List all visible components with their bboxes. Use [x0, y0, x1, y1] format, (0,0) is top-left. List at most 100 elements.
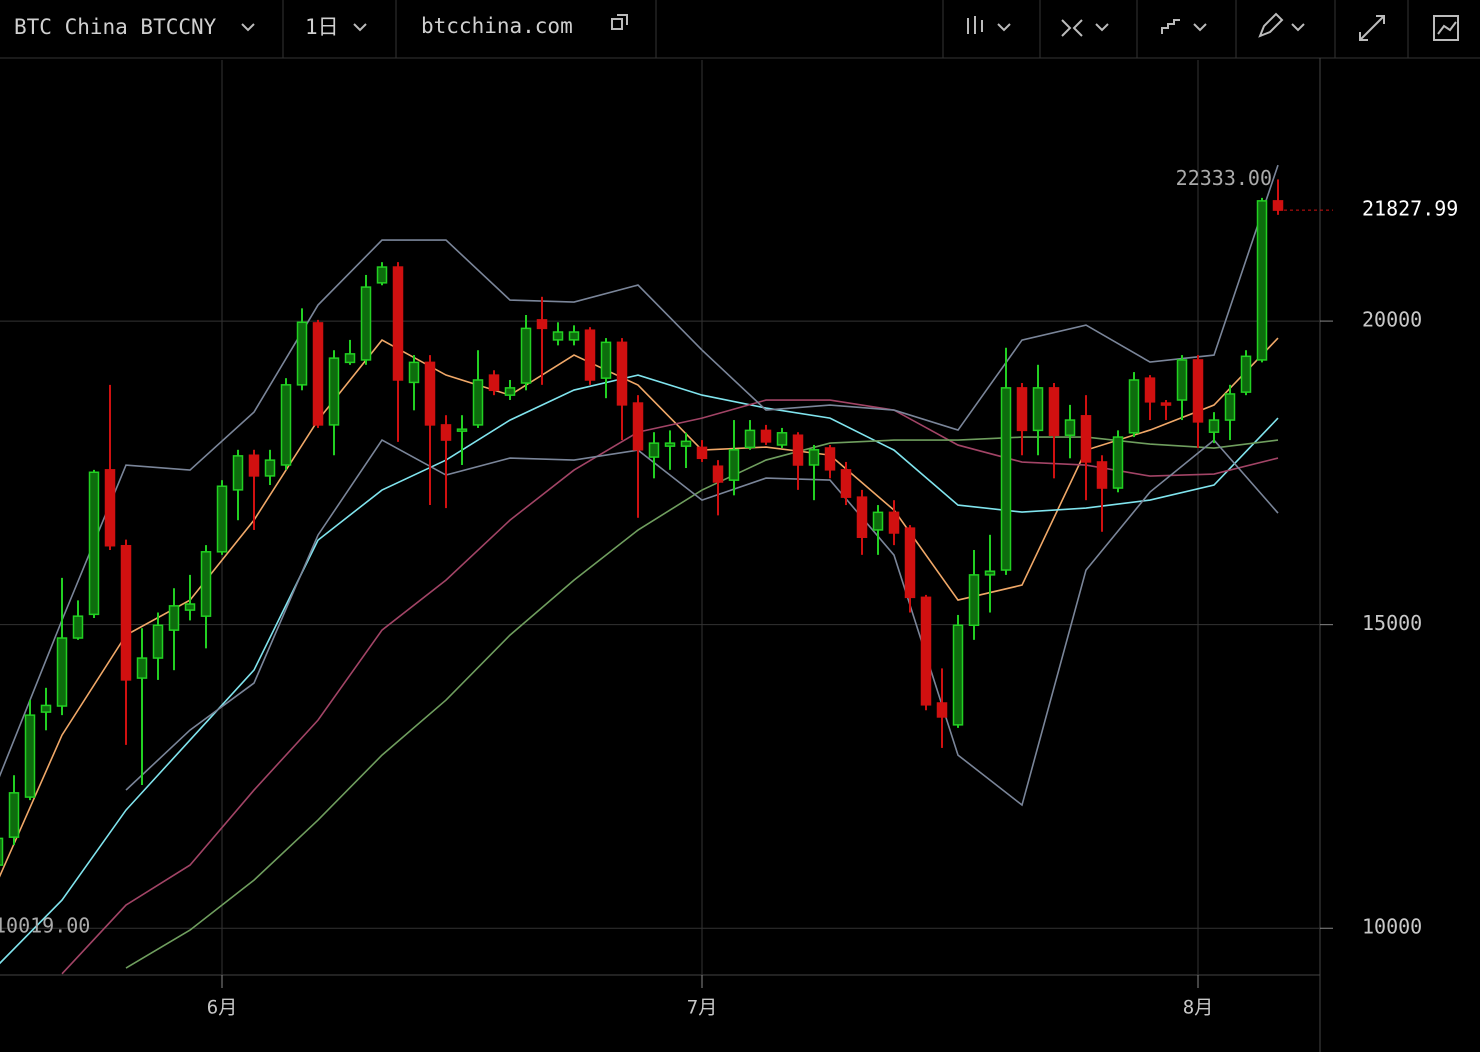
- y-tick-label: 10000: [1362, 915, 1422, 939]
- candle-body: [488, 374, 500, 392]
- candle-body: [856, 496, 868, 538]
- y-tick-label: 20000: [1362, 308, 1422, 332]
- candle-body: [360, 286, 372, 361]
- candle-body: [56, 637, 68, 707]
- candle-body: [376, 266, 388, 284]
- candle-body: [216, 485, 228, 553]
- symbol-selector[interactable]: BTC China BTCCNY: [14, 15, 217, 39]
- candle-body: [1000, 387, 1012, 571]
- series-layer: [0, 60, 1320, 975]
- candle-body: [632, 402, 644, 451]
- candle-body: [760, 429, 772, 443]
- site-link[interactable]: btcchina.com: [421, 14, 573, 38]
- chevron: [353, 23, 367, 32]
- candle-body: [904, 527, 916, 599]
- candle-body: [40, 704, 52, 713]
- last-price-label: 21827.99: [1362, 197, 1458, 221]
- candle-body: [808, 449, 820, 466]
- candle-body: [328, 357, 340, 426]
- candle-body: [1048, 387, 1060, 436]
- candle-body: [1224, 393, 1236, 421]
- indicator-line: [125, 438, 1279, 807]
- candle-body: [888, 511, 900, 534]
- candle-body: [1080, 415, 1092, 463]
- candle-body: [1240, 355, 1252, 393]
- extreme-label: 10019.00: [0, 914, 90, 938]
- indicator-line: [0, 337, 1279, 878]
- x-tick-label: 8月: [1183, 997, 1213, 1019]
- candle-body: [664, 442, 676, 447]
- interval-selector[interactable]: 1日: [305, 15, 339, 39]
- candle-body: [184, 603, 196, 611]
- toolbar: BTC China BTCCNY 1日 btcchina.com: [0, 0, 1480, 59]
- candle-body: [728, 449, 740, 481]
- candle-body: [1192, 359, 1204, 423]
- candle-body: [552, 331, 564, 341]
- x-tick-label: 6月: [207, 997, 237, 1019]
- candle-body: [248, 454, 260, 477]
- candle-body: [1272, 200, 1284, 211]
- candle-body: [472, 379, 484, 426]
- candle-body: [136, 657, 148, 679]
- candle-body: [8, 792, 20, 838]
- candle-body: [568, 331, 580, 341]
- candle-body: [616, 341, 628, 406]
- candle-body: [776, 432, 788, 446]
- drawing-button[interactable]: [1258, 12, 1305, 38]
- candle-body: [232, 455, 244, 491]
- candle-body: [696, 446, 708, 460]
- candle-body: [408, 361, 420, 384]
- candle-body: [264, 459, 276, 477]
- candle-body: [952, 624, 964, 726]
- y-tick-label: 15000: [1362, 611, 1422, 635]
- candle-body: [24, 714, 36, 798]
- candle-body: [984, 570, 996, 576]
- chevron: [241, 23, 255, 32]
- candle-body: [792, 434, 804, 466]
- toolbar-bg: [0, 0, 1480, 58]
- extreme-label: 22333.00: [1176, 166, 1272, 190]
- candle-body: [520, 327, 532, 384]
- compare-button[interactable]: [1161, 19, 1207, 34]
- indicator-line: [0, 374, 1279, 965]
- candle-body: [1160, 402, 1172, 406]
- candle-body: [872, 511, 884, 531]
- indicators-button[interactable]: [1061, 19, 1109, 37]
- candle-body: [1256, 200, 1268, 361]
- candle-body: [104, 469, 116, 547]
- candle-body: [120, 544, 132, 681]
- candle-body: [1144, 377, 1156, 403]
- candle-body: [744, 429, 756, 449]
- external-icon: [611, 18, 623, 30]
- x-tick-label: 7月: [687, 997, 717, 1019]
- candle-body: [600, 341, 612, 379]
- candle-body: [296, 321, 308, 386]
- indicator-line: [61, 399, 1279, 975]
- candle-body: [1096, 461, 1108, 489]
- candle-body: [584, 329, 596, 381]
- candle-body: [840, 469, 852, 498]
- candle-body: [88, 471, 100, 616]
- candle-body: [504, 387, 516, 396]
- candle-body: [424, 361, 436, 426]
- candle-body: [344, 353, 356, 364]
- candle-body: [440, 424, 452, 441]
- candle-body: [0, 837, 4, 866]
- external-icon: [617, 14, 628, 25]
- snapshot-button[interactable]: [1433, 15, 1459, 41]
- candle-body: [648, 442, 660, 458]
- candle-body: [1208, 419, 1220, 433]
- candle-body: [312, 322, 324, 426]
- candle-body: [152, 624, 164, 659]
- candle-body: [920, 596, 932, 706]
- candle-body: [824, 447, 836, 471]
- fullscreen-button[interactable]: [1359, 15, 1385, 41]
- chart-type-button[interactable]: [967, 16, 1011, 34]
- candle-body: [1176, 359, 1188, 401]
- candle-body: [280, 384, 292, 466]
- candle-body: [392, 266, 404, 381]
- candle-body: [456, 428, 468, 432]
- candle-body: [1016, 387, 1028, 432]
